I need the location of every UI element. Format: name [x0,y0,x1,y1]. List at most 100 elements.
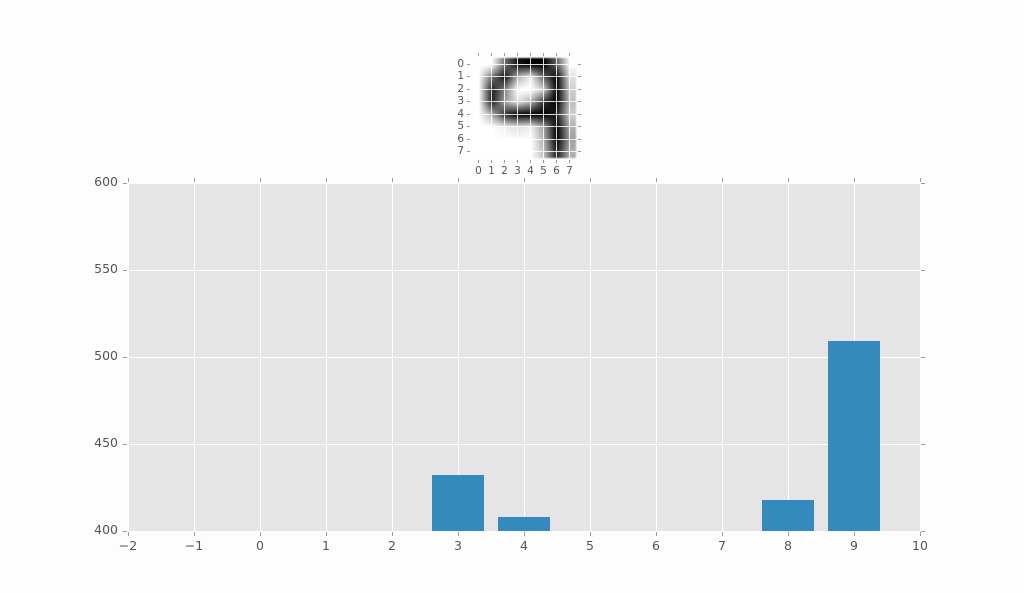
x-tick-mark [193,532,195,536]
x-tick-label: 4 [520,538,528,553]
digit-grid-line-horizontal [472,76,576,78]
x-tick-mark [325,532,327,536]
digit-y-tick-mark-right [578,63,581,65]
digit-y-tick-mark [467,63,470,65]
grid-line-horizontal [128,183,920,184]
digit-y-tick-mark-right [578,88,581,90]
x-tick-mark [919,532,921,536]
x-tick-label: 7 [718,538,726,553]
digit-y-tick-mark-right [578,151,581,153]
digit-grid-line-horizontal [472,126,576,128]
digit-x-tick-mark [569,160,570,163]
bar [431,475,485,531]
digit-grid-line-vertical [569,58,570,158]
y-tick-label: 550 [94,261,118,276]
digit-x-tick-mark [556,160,557,163]
digit-x-tick-label: 2 [501,165,508,177]
digit-x-tick-mark-top [478,53,479,56]
digit-y-tick-label: 2 [457,82,464,95]
x-tick-mark [655,532,657,536]
x-tick-mark-top [919,178,921,182]
digit-x-tick-mark [478,160,479,163]
y-tick-mark-right [921,182,925,184]
x-tick-label: 2 [388,538,396,553]
digit-x-tick-mark-top [517,53,518,56]
grid-line-horizontal [128,443,920,445]
digit-x-tick-mark-top [504,53,505,56]
digit-x-tick-mark [517,160,518,163]
digit-grid-line-vertical [530,58,531,158]
y-tick-mark [123,269,127,271]
digit-x-tick-mark-top [569,53,570,56]
digit-grid-line-horizontal [472,138,576,140]
digit-y-tick-mark [467,138,470,140]
digit-x-tick-label: 5 [540,165,547,177]
digit-x-tick-label: 7 [566,165,573,177]
x-tick-label: 0 [256,538,264,553]
y-tick-label: 500 [94,348,118,363]
x-tick-label: 1 [322,538,330,553]
digit-x-tick-mark [543,160,544,163]
x-tick-label: 5 [586,538,594,553]
digit-y-tick-label: 4 [457,107,464,120]
digit-x-tick-mark [504,160,505,163]
x-tick-label: 8 [784,538,792,553]
x-tick-mark [853,532,855,536]
x-tick-mark-top [325,178,327,182]
x-tick-label: 3 [454,538,462,553]
digit-x-tick-mark-top [543,53,544,56]
digit-y-tick-label: 5 [457,120,464,133]
bar [827,341,881,531]
digit-y-tick-mark [467,88,470,90]
y-tick-mark-right [921,269,925,271]
y-tick-label: 450 [94,435,118,450]
x-tick-mark-top [787,178,789,182]
x-tick-mark [523,532,525,536]
digit-y-tick-mark-right [578,113,581,115]
x-tick-label: 9 [850,538,858,553]
x-tick-mark-top [391,178,393,182]
x-tick-label: −1 [184,538,204,553]
x-tick-mark [787,532,789,536]
y-tick-mark [123,443,127,445]
x-tick-mark-top [193,178,195,182]
digit-y-tick-label: 7 [457,145,464,158]
digit-grid-line-horizontal [472,113,576,115]
digit-x-tick-label: 6 [553,165,560,177]
digit-y-tick-label: 6 [457,132,464,145]
digit-grid-line-vertical [478,58,479,158]
digit-y-tick-label: 3 [457,95,464,108]
x-tick-mark [391,532,393,536]
bar [497,517,551,531]
bar-chart-plot-area [128,183,920,531]
y-tick-mark-right [921,356,925,358]
digit-grid-line-vertical [504,58,505,158]
digit-grid-line-horizontal [472,101,576,103]
digit-grid-line-vertical [543,58,544,158]
x-tick-label: 6 [652,538,660,553]
x-tick-mark-top [589,178,591,182]
digit-y-tick-label: 1 [457,70,464,83]
digit-x-tick-label: 0 [475,165,482,177]
x-tick-mark-top [655,178,657,182]
digit-x-tick-label: 3 [514,165,521,177]
x-tick-mark-top [853,178,855,182]
x-tick-mark-top [523,178,525,182]
x-tick-mark [127,532,129,536]
digit-y-tick-mark [467,76,470,78]
x-tick-mark-top [127,178,129,182]
x-tick-label: 10 [912,538,928,553]
digit-x-tick-label: 1 [488,165,495,177]
y-tick-mark-right [921,530,925,532]
digit-x-tick-mark-top [556,53,557,56]
digit-image [472,58,576,158]
digit-y-tick-mark-right [578,126,581,128]
x-tick-mark [259,532,261,536]
y-tick-mark [123,530,127,532]
digit-grid-line-horizontal [472,88,576,90]
y-tick-mark-right [921,443,925,445]
digit-y-tick-mark-right [578,138,581,140]
digit-x-tick-label: 4 [527,165,534,177]
